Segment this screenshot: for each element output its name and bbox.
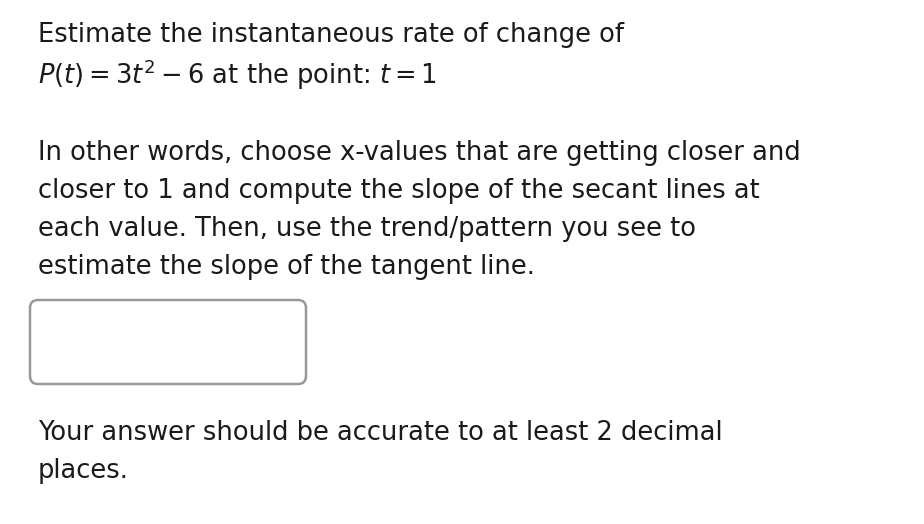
FancyBboxPatch shape: [30, 300, 306, 384]
Text: Estimate the instantaneous rate of change of: Estimate the instantaneous rate of chang…: [38, 22, 624, 48]
Text: In other words, choose x-values that are getting closer and: In other words, choose x-values that are…: [38, 140, 801, 166]
Text: each value. Then, use the trend/pattern you see to: each value. Then, use the trend/pattern …: [38, 216, 696, 242]
Text: Your answer should be accurate to at least 2 decimal: Your answer should be accurate to at lea…: [38, 420, 723, 446]
Text: $P(t) = 3t^2 - 6$ at the point: $t = 1$: $P(t) = 3t^2 - 6$ at the point: $t = 1$: [38, 58, 437, 93]
Text: closer to 1 and compute the slope of the secant lines at: closer to 1 and compute the slope of the…: [38, 178, 760, 204]
Text: places.: places.: [38, 458, 128, 484]
Text: estimate the slope of the tangent line.: estimate the slope of the tangent line.: [38, 254, 535, 280]
